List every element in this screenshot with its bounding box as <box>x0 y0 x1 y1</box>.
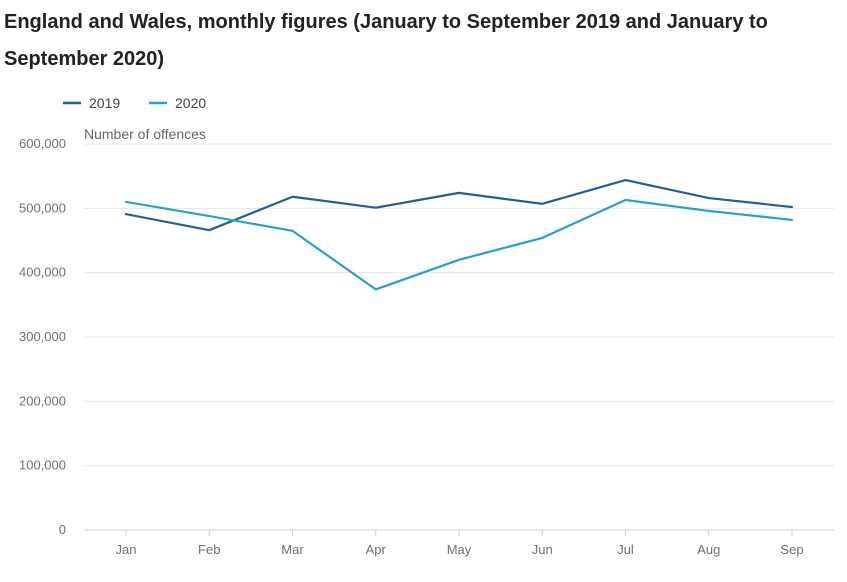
x-tick-label: Sep <box>780 542 803 557</box>
chart-title: England and Wales, monthly figures (Janu… <box>4 11 768 70</box>
gridlines <box>84 143 834 531</box>
legend-label-2020: 2020 <box>175 95 206 111</box>
x-tick-label: Apr <box>366 542 387 557</box>
x-tick-label: Mar <box>281 542 304 557</box>
y-axis-ticks: 0 100,000 200,000 300,000 400,000 500,000 600,… <box>19 136 66 537</box>
x-tick-label: Aug <box>697 542 720 557</box>
y-tick-label: 100,000 <box>19 458 66 473</box>
x-tick-label: Jun <box>532 542 553 557</box>
x-tick-label: Jan <box>116 542 137 557</box>
y-tick-label: 200,000 <box>19 393 66 408</box>
y-tick-label: 400,000 <box>19 265 66 280</box>
y-tick-label: 0 <box>59 522 66 537</box>
series-line-2019 <box>124 178 794 232</box>
x-tick-label: May <box>447 542 472 557</box>
legend-label-2019: 2019 <box>89 95 120 111</box>
x-tick-label: Feb <box>198 542 220 557</box>
y-tick-label: 600,000 <box>19 136 66 151</box>
series-lines <box>124 178 794 291</box>
y-tick-label: 500,000 <box>19 200 66 215</box>
y-axis-label: Number of offences <box>84 126 206 142</box>
x-tick-label: Jul <box>617 542 634 557</box>
series-line-2020 <box>124 198 794 291</box>
y-tick-label: 300,000 <box>19 329 66 344</box>
legend: 2019 2020 <box>63 95 206 111</box>
x-axis: Jan Feb Mar Apr May Jun Jul Aug Sep <box>116 530 804 557</box>
